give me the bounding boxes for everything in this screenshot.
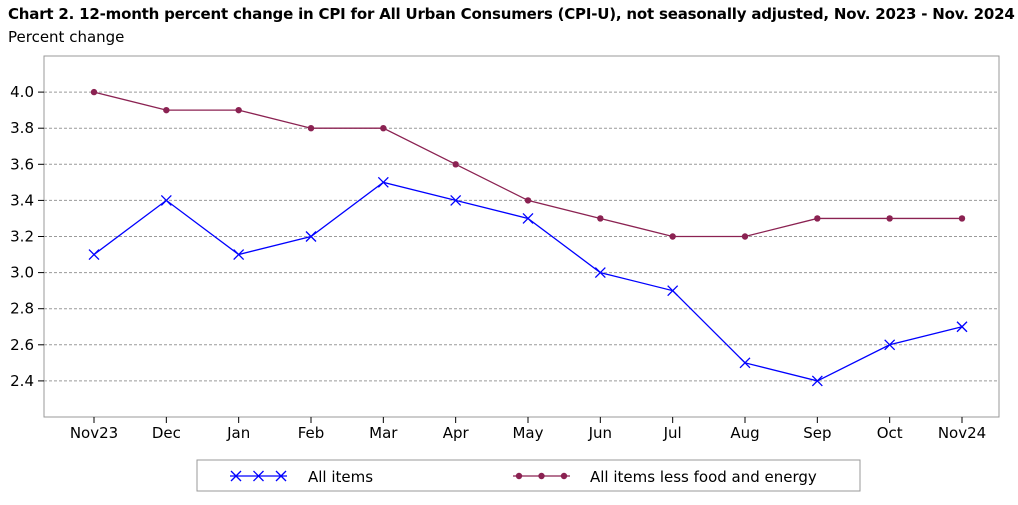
x-tick-label: Mar [369,424,398,442]
y-tick-label: 2.4 [10,372,34,390]
data-point [741,233,749,240]
y-axis-label: Percent change [8,28,125,46]
series-group [88,88,968,387]
data-point [522,212,534,224]
legend-item: All items [230,468,373,486]
data-point [958,215,966,222]
data-point [307,125,315,132]
legend-label: All items less food and energy [590,468,817,486]
data-point [886,215,893,222]
x-tick-label: Oct [877,424,903,442]
data-point [884,339,896,351]
x-tick-label: Nov24 [938,424,986,442]
data-point [452,161,459,168]
legend: All items All items less food and energy [196,459,861,492]
data-point [814,215,821,222]
data-point [305,231,317,242]
legend-label: All items [308,468,373,486]
data-point [956,321,968,333]
data-point [667,285,679,297]
x-tick-label: Jun [588,424,612,442]
legend-marker [515,472,523,480]
y-tick-label: 3.8 [10,119,34,137]
data-point [597,215,604,222]
x-tick-label: Jul [663,424,682,442]
legend-marker [275,470,287,482]
y-tick-label: 3.0 [10,264,34,282]
x-tick-label: Aug [730,424,759,442]
x-tick-label: Feb [298,424,325,442]
data-point [88,249,100,261]
x-tick-label: May [512,424,543,442]
data-point [235,106,242,114]
legend-marker [560,472,568,480]
data-point [811,375,823,387]
y-tick-label: 2.8 [10,300,34,318]
x-tick-label: Sep [803,424,831,442]
y-tick-label: 2.6 [10,336,34,354]
legend-marker [538,472,545,480]
data-point [90,88,98,96]
data-point [377,176,389,188]
data-point [739,357,751,369]
data-point [669,233,676,240]
x-tick-label: Dec [152,424,181,442]
data-point [163,106,170,114]
data-point [233,249,245,261]
data-point [594,267,606,279]
y-tick-label: 3.4 [10,191,34,209]
data-point [524,197,532,204]
series-all-items [88,176,968,387]
legend-item: All items less food and energy [513,468,817,486]
y-tick-label: 3.2 [10,228,34,246]
x-tick-label: Apr [443,424,470,442]
chart-title: Chart 2. 12-month percent change in CPI … [8,5,1015,23]
data-point [160,194,172,206]
legend-marker [230,470,242,482]
data-point [380,125,387,132]
x-tick-label: Jan [226,424,250,442]
y-tick-label: 3.6 [10,155,34,173]
series-core [90,88,966,240]
legend-marker [253,470,264,482]
x-tick-label: Nov23 [70,424,118,442]
y-tick-label: 4.0 [10,83,34,101]
grid-lines [44,91,999,382]
x-axis-ticks: Nov23 Dec Jan Feb Mar Apr May Jun Jul Aug Sep Oct No… [70,417,986,442]
y-axis-ticks: 2.4 2.6 2.8 3.0 3.2 3.4 3.6 3.8 4.0 [10,83,44,390]
data-point [450,194,462,206]
